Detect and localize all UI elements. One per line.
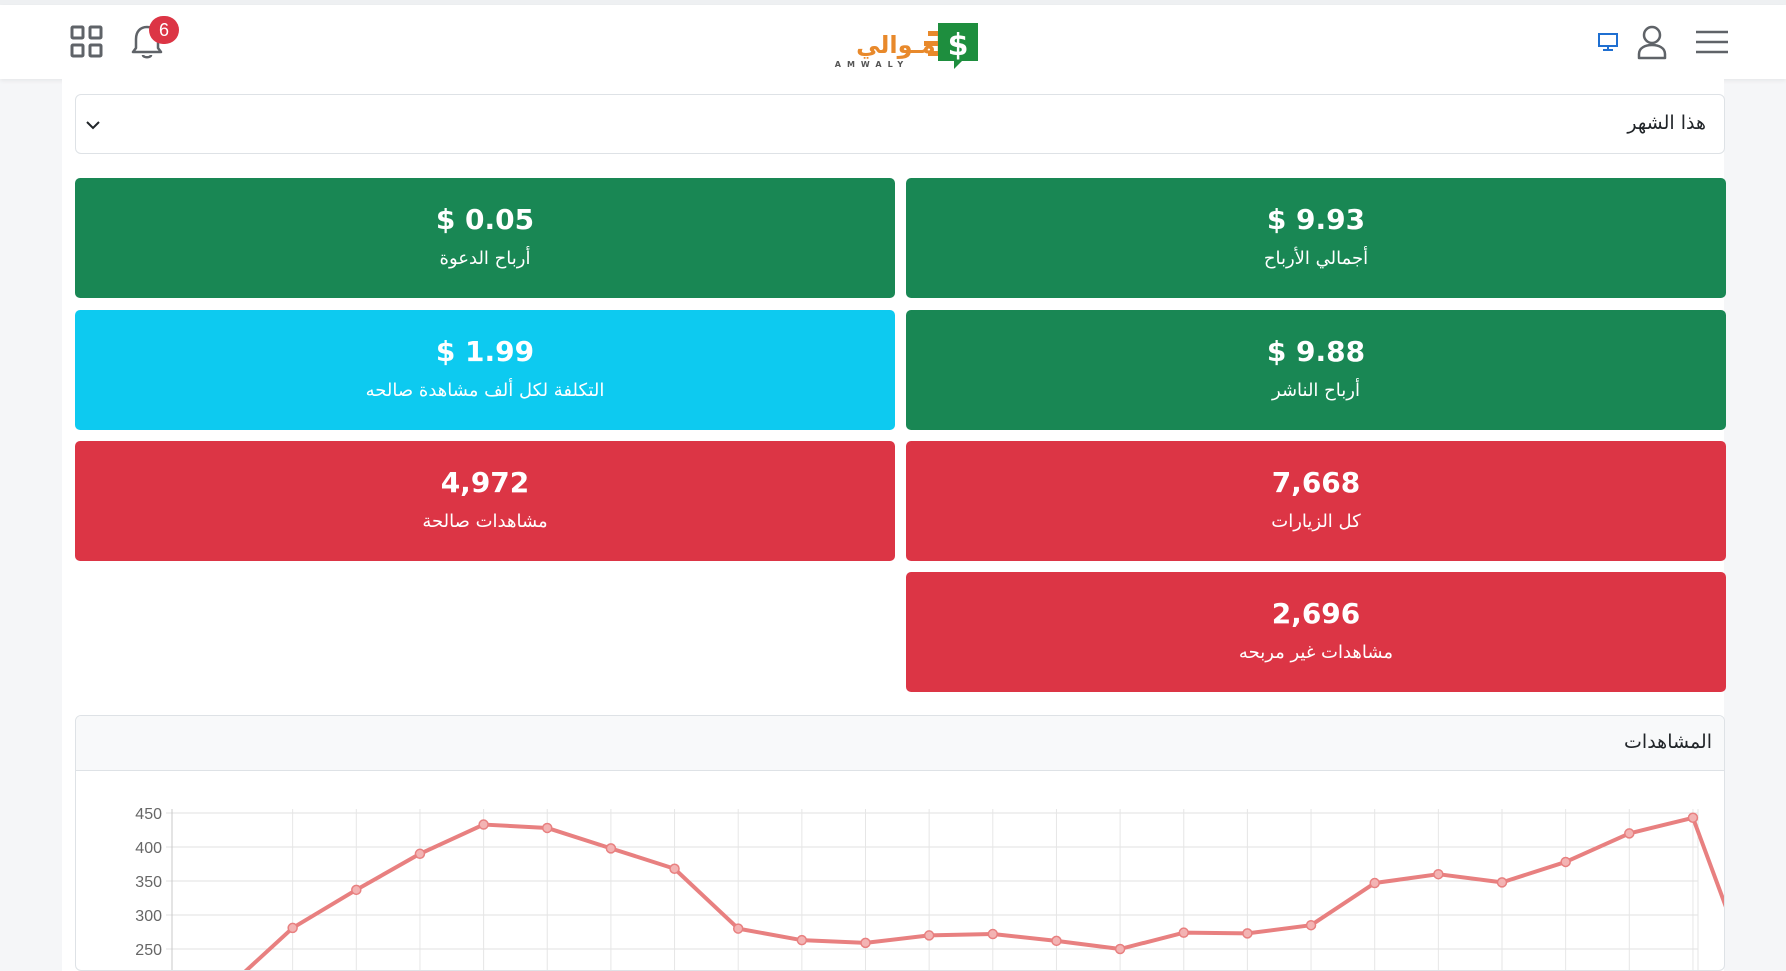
referral-earnings-label: أرباح الدعوة bbox=[439, 248, 531, 269]
views-line-chart: 450400350300250200 bbox=[135, 806, 1724, 970]
top-navbar: 6 امـوالي AMWALY $ bbox=[0, 5, 1786, 79]
desktop-view-button[interactable] bbox=[1594, 25, 1622, 59]
main-menu-button[interactable] bbox=[1690, 21, 1734, 63]
user-icon bbox=[1637, 25, 1667, 60]
y-tick-label: 450 bbox=[135, 806, 162, 823]
data-point bbox=[414, 848, 426, 860]
data-point bbox=[796, 934, 808, 946]
data-point bbox=[732, 923, 744, 934]
referral-earnings-value: $ 0.05 bbox=[435, 203, 535, 236]
total-visits-card: 7,668 كل الزيارات bbox=[906, 441, 1726, 561]
data-point bbox=[1114, 943, 1126, 955]
cpm-value: $ 1.99 bbox=[435, 335, 535, 368]
svg-text:$: $ bbox=[948, 28, 969, 63]
y-tick-label: 400 bbox=[135, 840, 162, 857]
chart-panel-header: المشاهدات bbox=[76, 716, 1724, 771]
data-point bbox=[669, 863, 680, 875]
data-point bbox=[287, 922, 298, 934]
monitor-icon bbox=[1598, 33, 1618, 51]
total-earnings-card: $ 9.93 أجمالي الأرباح bbox=[906, 178, 1726, 298]
cpm-label: التكلفة لكل ألف مشاهدة صالحه bbox=[365, 380, 605, 401]
user-account-button[interactable] bbox=[1632, 19, 1672, 65]
unprofitable-views-value: 2,696 bbox=[1271, 597, 1361, 630]
total-visits-label: كل الزيارات bbox=[1271, 511, 1361, 532]
valid-views-label: مشاهدات صالحة bbox=[422, 511, 548, 532]
views-chart-panel: المشاهدات 450400350300250200 bbox=[75, 715, 1725, 971]
top-strip bbox=[0, 0, 1786, 5]
data-point bbox=[1051, 935, 1062, 947]
amwaly-logo[interactable]: امـوالي AMWALY $ bbox=[822, 19, 982, 71]
referral-earnings-card: $ 0.05 أرباح الدعوة bbox=[75, 178, 895, 298]
period-select[interactable]: هذا الشهر bbox=[75, 94, 1725, 154]
logo-english-text: AMWALY bbox=[835, 60, 909, 69]
data-point bbox=[1305, 919, 1317, 931]
period-select-value: هذا الشهر bbox=[1627, 112, 1706, 134]
series-line bbox=[243, 815, 1724, 970]
apps-grid-button[interactable] bbox=[64, 19, 110, 65]
data-point bbox=[1560, 856, 1571, 868]
y-tick-label: 250 bbox=[135, 942, 162, 959]
data-point bbox=[1496, 877, 1508, 888]
data-point bbox=[860, 937, 871, 949]
hamburger-menu-icon bbox=[1696, 30, 1728, 54]
data-point bbox=[351, 884, 362, 896]
data-point bbox=[1624, 828, 1635, 839]
total-visits-value: 7,668 bbox=[1271, 466, 1361, 499]
publisher-earnings-card: $ 9.88 أرباح الناشر bbox=[906, 310, 1726, 430]
publisher-earnings-value: $ 9.88 bbox=[1266, 335, 1366, 368]
y-tick-label: 300 bbox=[135, 908, 162, 925]
data-point bbox=[478, 819, 489, 830]
grid-icon bbox=[70, 25, 103, 58]
y-tick-label: 350 bbox=[135, 874, 162, 891]
data-point bbox=[1369, 877, 1380, 889]
logo-graphic: امـوالي AMWALY $ bbox=[835, 23, 978, 69]
publisher-earnings-label: أرباح الناشر bbox=[1272, 380, 1360, 401]
chevron-down-icon bbox=[86, 121, 100, 130]
data-point bbox=[987, 928, 999, 940]
valid-views-card: 4,972 مشاهدات صالحة bbox=[75, 441, 895, 561]
valid-views-value: 4,972 bbox=[440, 466, 530, 499]
total-earnings-value: $ 9.93 bbox=[1266, 203, 1366, 236]
chart-panel-title: المشاهدات bbox=[1624, 731, 1712, 753]
data-point bbox=[605, 843, 617, 854]
data-point bbox=[1178, 927, 1189, 938]
data-point bbox=[1687, 812, 1699, 824]
unprofitable-views-label: مشاهدات غير مربحه bbox=[1238, 642, 1394, 663]
cpm-card: $ 1.99 التكلفة لكل ألف مشاهدة صالحه bbox=[75, 310, 895, 430]
unprofitable-views-card: 2,696 مشاهدات غير مربحه bbox=[906, 572, 1726, 692]
data-point bbox=[1242, 928, 1253, 939]
data-point bbox=[542, 822, 553, 834]
notification-count-badge: 6 bbox=[149, 16, 179, 44]
total-earnings-label: أجمالي الأرباح bbox=[1263, 248, 1369, 269]
data-point bbox=[1433, 868, 1444, 880]
data-point bbox=[923, 930, 935, 941]
